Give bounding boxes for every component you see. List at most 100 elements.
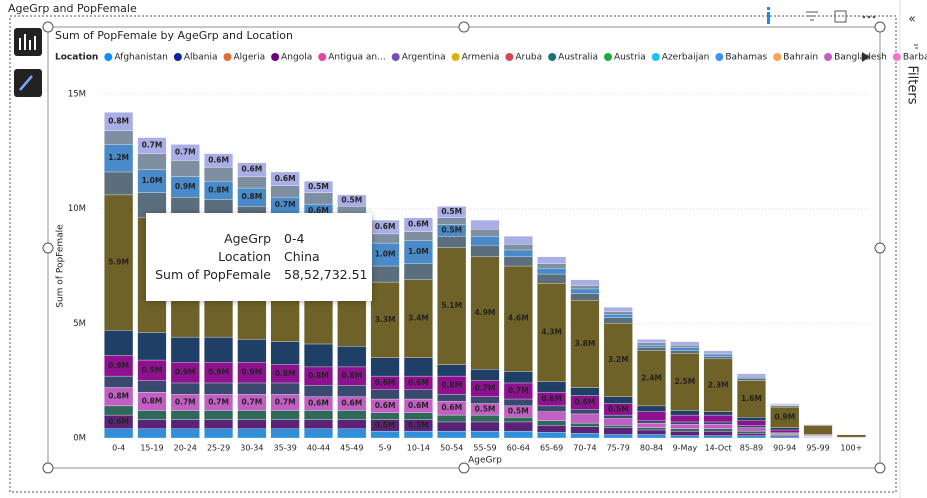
- bar-segment: [637, 339, 666, 343]
- bar-segment: [637, 422, 666, 428]
- legend-marker: [824, 53, 833, 61]
- bar-segment: [537, 420, 567, 426]
- bar-segment: [237, 382, 267, 395]
- bar-segment: [204, 410, 234, 420]
- data-label: 0.6M: [408, 220, 429, 229]
- legend-label: Barbados: [903, 53, 927, 63]
- legend-scroll[interactable]: [862, 52, 870, 62]
- bar-segment: [104, 194, 134, 331]
- legend-marker: [391, 53, 400, 61]
- data-label: 0.8M: [108, 392, 129, 401]
- bar-segment: [637, 342, 666, 346]
- bar-segment: [670, 414, 700, 423]
- bar-segment: [670, 347, 700, 352]
- x-tick-label: 10-14: [407, 444, 430, 453]
- bar-segment: [670, 430, 700, 436]
- bar-segment: [736, 378, 766, 381]
- bar-segment: [337, 419, 367, 429]
- data-label: 0.8M: [341, 371, 362, 380]
- data-label: 0.6M: [541, 394, 562, 403]
- x-tick-label: 0-4: [112, 444, 125, 453]
- chart-title: Sum of PopFemale by AgeGrp and Location: [55, 29, 293, 42]
- legend-label: Bahrain: [783, 53, 818, 63]
- bar-segment: [170, 419, 200, 429]
- bar-segment: [270, 185, 300, 198]
- bar-segment: [270, 419, 300, 429]
- legend-marker: [505, 53, 514, 61]
- data-label: 0.7M: [275, 200, 296, 209]
- legend-label: Armenia: [462, 53, 500, 63]
- bar-segment: [304, 192, 333, 205]
- data-label: 0.8M: [208, 185, 229, 194]
- bar-segment: [337, 346, 367, 368]
- legend-label: Afghanistan: [114, 53, 168, 63]
- data-label: 1.0M: [375, 250, 396, 259]
- bar-segment: [337, 194, 367, 207]
- data-label: 0.6M: [408, 378, 429, 387]
- bar-segment: [370, 233, 400, 244]
- data-label: 0.7M: [475, 384, 496, 393]
- bar-segment: [670, 410, 700, 416]
- data-label: 3.8M: [575, 339, 596, 348]
- more-icon[interactable]: [862, 15, 876, 19]
- collapse-icon[interactable]: «: [908, 12, 915, 26]
- insights-glyph: [19, 34, 36, 50]
- x-tick-label: 85-89: [740, 444, 763, 453]
- bar-segment: [270, 382, 300, 395]
- x-tick-label: 80-84: [640, 444, 663, 453]
- bar-segment: [304, 419, 333, 429]
- data-label: 0.8M: [241, 192, 262, 201]
- bar-segment: [204, 336, 234, 363]
- data-label: 2.3M: [708, 380, 729, 389]
- bar-segment: [770, 435, 800, 438]
- focus-icon[interactable]: [834, 10, 847, 23]
- bar-segment: [370, 281, 400, 358]
- bar-segment: [637, 427, 666, 431]
- legend-label: Angola: [281, 53, 312, 63]
- legend-label: Antigua an...: [328, 53, 386, 63]
- bar-segment: [304, 410, 333, 420]
- bar-segment: [137, 137, 167, 154]
- x-tick-label: 45-49: [340, 444, 363, 453]
- data-label: 0.7M: [208, 397, 229, 406]
- data-label: 2.5M: [674, 377, 695, 386]
- insights-icon[interactable]: [14, 28, 42, 56]
- bar-segment: [503, 236, 533, 245]
- bar-segment: [670, 424, 700, 429]
- bar-segment: [437, 206, 467, 218]
- bar-segment: [370, 412, 400, 420]
- x-tick-label: 55-59: [473, 444, 496, 453]
- bar-segment: [437, 247, 467, 365]
- bar-segment: [603, 425, 633, 428]
- bar-segment: [570, 288, 600, 294]
- bar-segment: [570, 293, 600, 301]
- legend-marker: [773, 53, 782, 61]
- bar-segment: [736, 427, 766, 432]
- bar-segment: [304, 180, 333, 193]
- data-label: 2.4M: [641, 373, 662, 382]
- x-tick-label: 20-24: [174, 444, 197, 453]
- tooltip-key: Location: [218, 249, 271, 264]
- bar-segment: [603, 434, 633, 439]
- legend-marker: [271, 53, 280, 61]
- bar-segment: [503, 421, 533, 432]
- bar-segment: [736, 420, 766, 426]
- data-label: 0.9M: [774, 412, 795, 421]
- legend-label: Azerbaijan: [662, 53, 710, 63]
- bar-segment: [137, 153, 167, 170]
- tooltip-key: Sum of PopFemale: [155, 267, 271, 282]
- legend-label: Bahamas: [725, 53, 767, 63]
- bar-segment: [736, 373, 766, 377]
- bar-segment: [703, 411, 733, 416]
- bar-segment: [270, 428, 300, 439]
- filter-visual-icon[interactable]: [806, 11, 818, 21]
- bar-segment: [836, 434, 866, 438]
- format-icon[interactable]: [14, 69, 42, 97]
- filters-label[interactable]: Filters: [905, 66, 920, 105]
- data-label: 0.6M: [275, 174, 296, 183]
- y-tick-label: 10M: [68, 204, 86, 214]
- bar-segment: [204, 428, 234, 439]
- data-label: 0.6M: [408, 401, 429, 410]
- bar-segment: [403, 412, 433, 420]
- info-icon[interactable]: [767, 7, 770, 24]
